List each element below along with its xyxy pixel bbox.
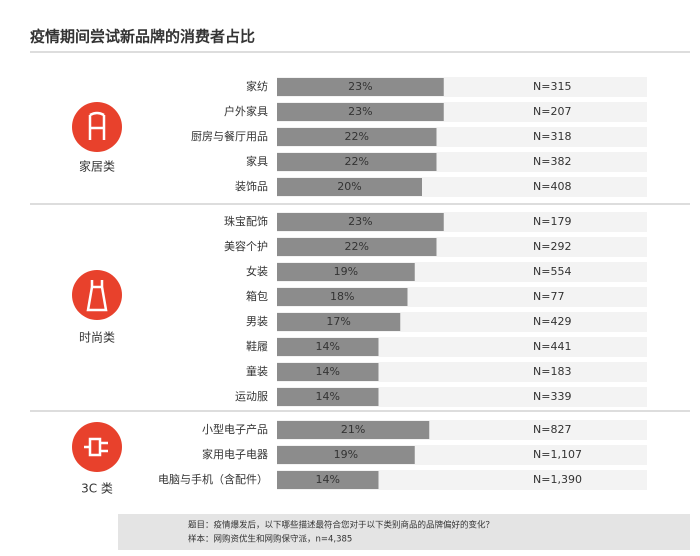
bar [277,78,444,96]
n-label: N=339 [533,390,571,403]
value-label: 17% [326,315,350,328]
value-label: 22% [345,240,369,253]
n-label: N=827 [533,423,571,436]
bar [277,288,408,306]
value-label: 18% [330,290,354,303]
icon-3c [72,422,122,472]
value-label: 14% [316,390,340,403]
bar [277,263,415,281]
category-label: 箱包 [246,289,268,303]
category-label: 家用电子电器 [202,447,268,461]
n-label: N=1,107 [533,448,582,461]
category-label: 童装 [246,364,268,378]
value-label: 20% [337,180,361,193]
bar [277,313,401,331]
category-label: 家具 [246,154,268,168]
value-label: 23% [348,80,372,93]
value-label: 22% [345,130,369,143]
icon-fashion [72,270,122,320]
bar [277,178,422,196]
category-label: 装饰品 [235,179,268,193]
category-label: 鞋履 [246,339,268,353]
n-label: N=183 [533,365,571,378]
bar [277,153,437,171]
category-label: 男装 [246,315,268,328]
category-label: 运动服 [235,390,268,403]
n-label: N=429 [533,315,571,328]
value-label: 21% [341,423,365,436]
group-label: 3C 类 [81,482,113,496]
group-label: 时尚类 [79,331,115,345]
bar [277,338,379,356]
value-label: 14% [316,473,340,486]
bar [277,128,437,146]
value-label: 19% [334,448,358,461]
chart-title: 疫情期间尝试新品牌的消费者占比 [30,28,255,46]
value-label: 23% [348,215,372,228]
n-label: N=441 [533,340,571,353]
n-label: N=207 [533,105,571,118]
value-label: 22% [345,155,369,168]
n-label: N=382 [533,155,571,168]
value-label: 14% [316,340,340,353]
category-label: 美容个护 [224,239,268,253]
n-label: N=318 [533,130,571,143]
bar [277,388,379,406]
n-label: N=292 [533,240,571,253]
bar [277,446,415,464]
icon-home [72,102,122,152]
category-label: 户外家具 [224,104,268,118]
bar [277,238,437,256]
bar [277,421,430,439]
value-label: 14% [316,365,340,378]
category-label: 珠宝配饰 [224,214,268,228]
n-label: N=554 [533,265,571,278]
value-label: 23% [348,105,372,118]
n-label: N=77 [533,290,564,303]
category-label: 厨房与餐厅用品 [191,129,268,143]
n-label: N=315 [533,80,571,93]
n-label: N=1,390 [533,473,582,486]
bar [277,471,379,489]
footnote: 题目：疫情爆发后，以下哪些描述最符合您对于以下类别商品的品牌偏好的变化？ [188,520,494,531]
n-label: N=179 [533,215,571,228]
n-label: N=408 [533,180,571,193]
category-label: 电脑与手机（含配件） [158,472,268,486]
bar [277,103,444,121]
value-label: 19% [334,265,358,278]
bar [277,213,444,231]
category-label: 小型电子产品 [202,422,268,436]
category-label: 家纺 [246,79,268,93]
category-label: 女装 [246,264,268,278]
bar [277,363,379,381]
group-label: 家居类 [79,159,115,174]
footnote: 样本：网购资优生和网购保守派，n=4,385 [188,534,352,545]
footnote-box [118,514,690,550]
